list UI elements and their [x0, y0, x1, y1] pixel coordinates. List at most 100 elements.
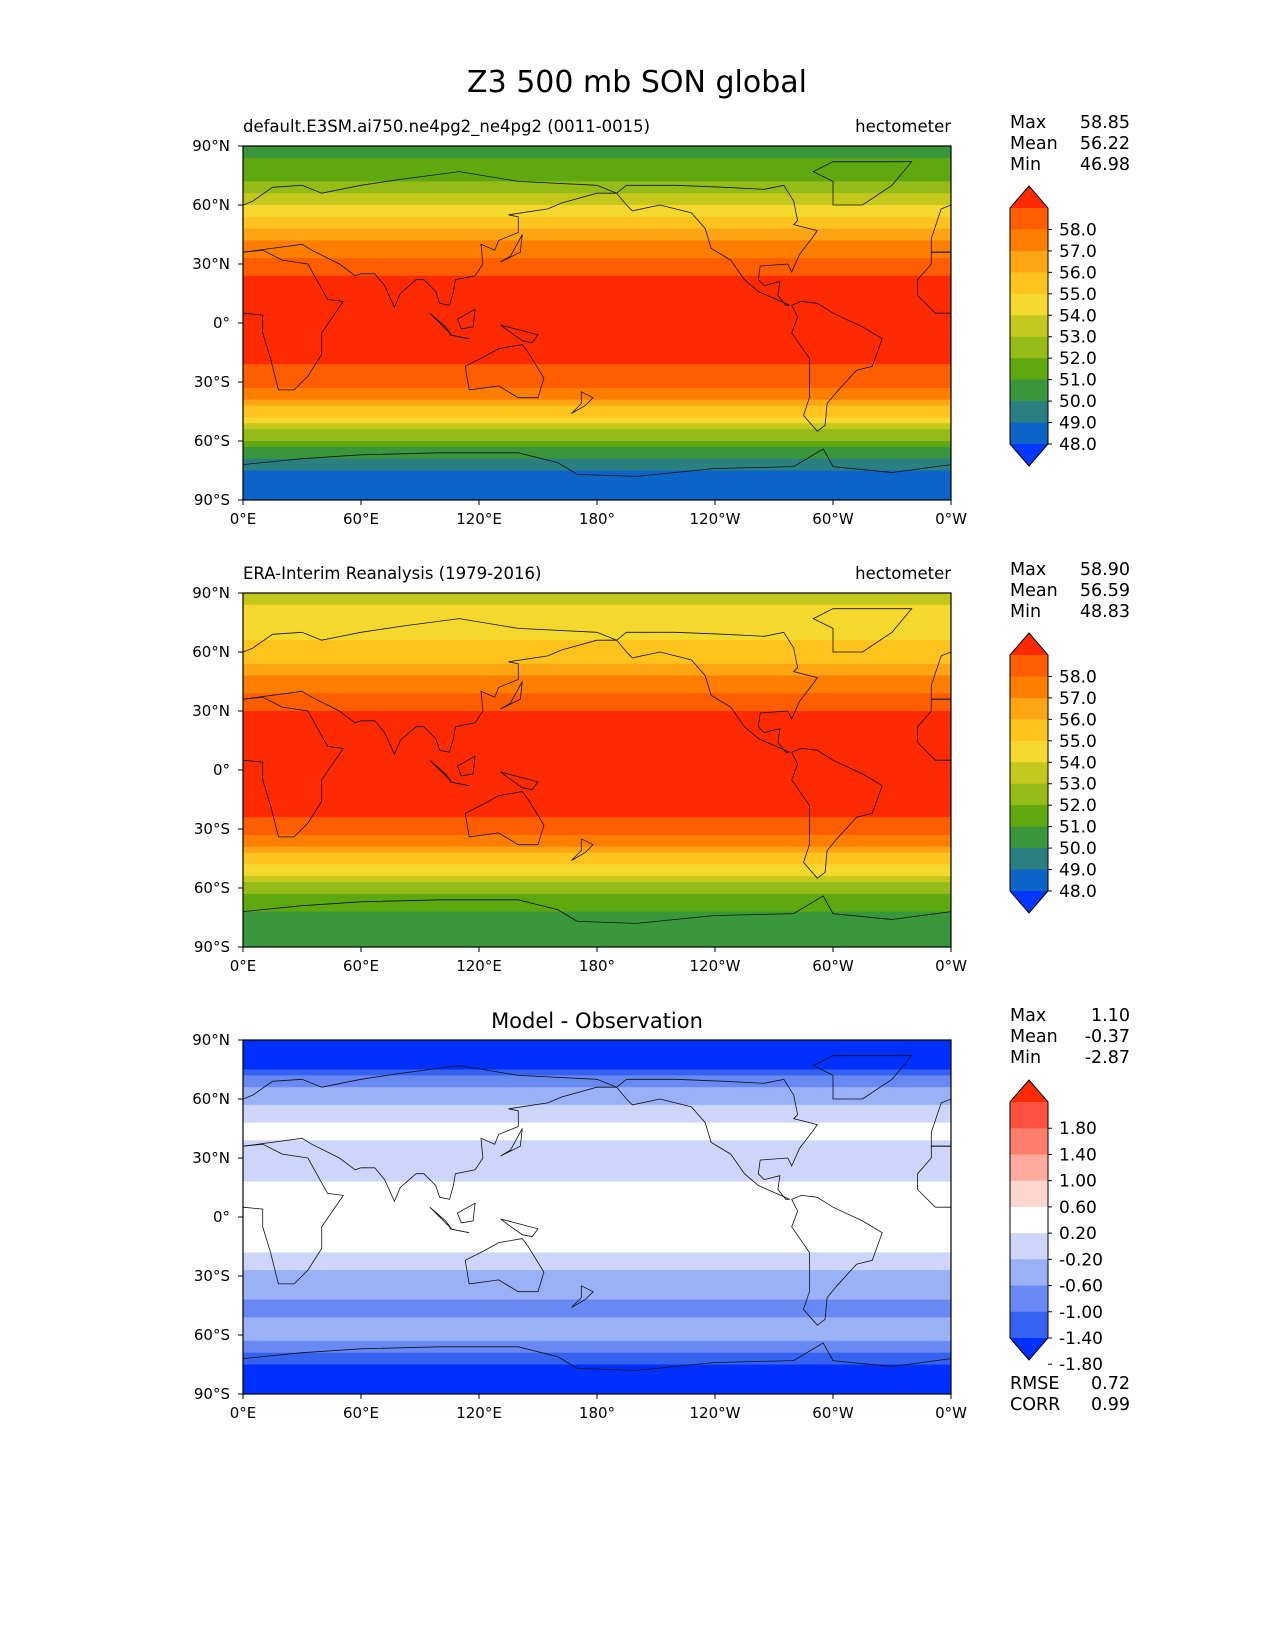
x-tick-label: 60°W [812, 957, 854, 975]
stat-max-value: 1.10 [1091, 1006, 1130, 1026]
contour-band [243, 334, 951, 342]
panel-title-left: ERA-Interim Reanalysis (1979-2016) [243, 564, 541, 583]
x-tick-label: 120°W [690, 957, 741, 975]
contour-band [243, 734, 951, 742]
contour-band [243, 311, 951, 318]
contour-band [243, 699, 951, 706]
colorbar-segment [1010, 250, 1048, 273]
coastline [500, 1128, 523, 1157]
contour-band [243, 911, 951, 919]
stat-corr-value: 0.99 [1091, 1395, 1130, 1415]
x-tick-label: 0°W [935, 957, 967, 975]
contour-band [243, 1211, 951, 1218]
coastline [243, 696, 345, 838]
contour-band [243, 1388, 951, 1394]
colorbar-extend-min [1010, 444, 1048, 466]
stat-max-value: 58.90 [1080, 560, 1130, 580]
contour-band [243, 746, 951, 753]
colorbar-segment [1010, 697, 1048, 720]
contour-band [243, 1258, 951, 1265]
x-tick-label: 180° [579, 510, 615, 528]
colorbar-tick-label: 1.00 [1059, 1172, 1097, 1192]
colorbar-segment [1010, 676, 1048, 699]
colorbar-segment [1010, 1180, 1048, 1208]
contour-band [243, 893, 951, 901]
contour-band [243, 935, 951, 942]
x-tick-label: 60°E [343, 510, 379, 528]
stats-difference: Max 1.10 Mean -0.37 Min -2.87 RMSE 0.72 … [1010, 1006, 1130, 1415]
contour-band [243, 1063, 951, 1071]
contour-band [243, 622, 951, 629]
contour-band [243, 452, 951, 460]
contour-band [243, 340, 951, 348]
contour-band [243, 181, 951, 188]
contour-band [243, 435, 951, 442]
contour-band [243, 411, 951, 418]
contour-band [243, 1104, 951, 1112]
coastline [243, 618, 617, 756]
coastline [571, 838, 594, 861]
contour-band [243, 1040, 951, 1047]
contour-band [243, 1323, 951, 1330]
contour-band [243, 441, 951, 448]
colorbar-segment [1010, 358, 1048, 381]
y-tick-label: 30°S [194, 1267, 230, 1285]
colorbar-tick-label: 50.0 [1059, 392, 1097, 412]
contour-band [243, 899, 951, 907]
contour-band [243, 216, 951, 224]
x-tick-label: 0°E [230, 957, 257, 975]
colorbar-tick-label: 50.0 [1059, 839, 1097, 859]
coastline [791, 747, 883, 879]
contour-band [243, 317, 951, 324]
stats-reference: Max 58.90 Mean 56.59 Min 48.83 [1010, 560, 1130, 622]
coastline [571, 391, 594, 414]
stat-min-value: 46.98 [1080, 155, 1130, 175]
contour-band [243, 823, 951, 830]
coastline [456, 1202, 476, 1224]
contour-band [243, 675, 951, 683]
contour-band [243, 446, 951, 454]
panel-title-right: hectometer [855, 117, 951, 136]
contour-band [243, 258, 951, 265]
contour-band [243, 1134, 951, 1141]
y-tick-label: 60°S [194, 432, 230, 450]
contour-band [243, 470, 951, 477]
contour-band [243, 1152, 951, 1159]
contour-band [243, 323, 951, 330]
contour-band [243, 1128, 951, 1135]
y-tick-label: 0° [213, 761, 230, 779]
colorbar-tick-label: 48.0 [1059, 882, 1097, 902]
colorbar-tick-label: 54.0 [1059, 306, 1097, 326]
contour-band [243, 876, 951, 883]
y-tick-label: 90°S [194, 491, 230, 509]
colorbar-segment [1010, 1259, 1048, 1287]
contour-band [243, 740, 951, 747]
figure-title: Z3 500 mb SON global [467, 65, 807, 100]
contour-band [243, 1276, 951, 1283]
y-tick-label: 30°S [194, 373, 230, 391]
contour-band [243, 852, 951, 860]
stat-mean-value: 56.59 [1080, 581, 1130, 601]
contour-band [243, 1358, 951, 1366]
x-tick-label: 0°E [230, 1404, 257, 1422]
coastline [791, 300, 883, 432]
contour-band [243, 929, 951, 936]
coastline [930, 651, 951, 700]
contour-band [243, 1270, 951, 1277]
coastline [812, 161, 913, 206]
colorbar-tick-label: 51.0 [1059, 371, 1097, 391]
coastline [456, 755, 476, 777]
y-axis: 90°N 60°N 30°N 0° 30°S 60°S 90°S [192, 1031, 243, 1403]
contour-band [243, 199, 951, 206]
y-tick-label: 60°N [192, 1090, 230, 1108]
colorbar-difference: 1.80 1.40 1.00 0.60 0.20 -0.20 -0.60 -1.00 -1.40… [1009, 1079, 1103, 1375]
contour-band [243, 705, 951, 712]
contour-band [243, 1057, 951, 1065]
colorbar-segment [1010, 293, 1048, 316]
colorbar-tick-label: 55.0 [1059, 285, 1097, 305]
x-tick-label: 120°E [456, 510, 502, 528]
contour-band [243, 1099, 951, 1106]
contour-band [243, 187, 951, 194]
coastlines [243, 1055, 951, 1394]
x-tick-label: 60°E [343, 1404, 379, 1422]
